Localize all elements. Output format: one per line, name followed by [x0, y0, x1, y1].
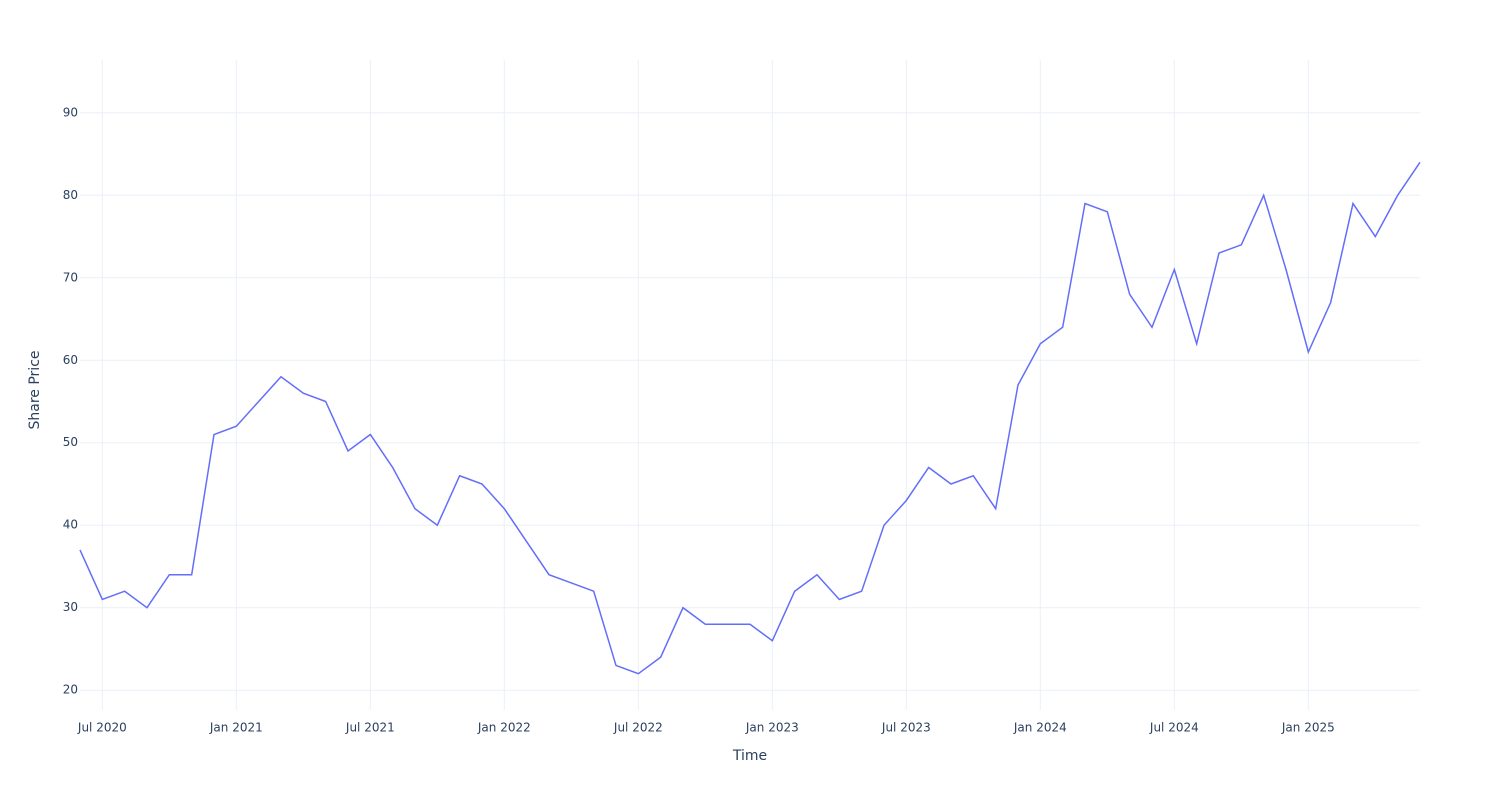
x-axis-title: Time [732, 748, 767, 764]
y-tick-label: 90 [63, 105, 78, 119]
y-tick-label: 40 [63, 518, 78, 532]
x-tick-label: Jan 2024 [1013, 721, 1067, 735]
x-tick-label: Jan 2022 [477, 721, 531, 735]
x-tick-label: Jan 2025 [1281, 721, 1335, 735]
x-tick-label: Jul 2022 [613, 721, 663, 735]
y-tick-label: 20 [63, 683, 78, 697]
x-tick-label: Jul 2024 [1149, 721, 1199, 735]
x-tick-label: Jan 2021 [209, 721, 263, 735]
y-tick-label: 30 [63, 600, 78, 614]
x-tick-label: Jan 2023 [745, 721, 799, 735]
y-tick-label: 70 [63, 270, 78, 284]
y-tick-label: 80 [63, 188, 78, 202]
y-tick-label: 60 [63, 353, 78, 367]
x-tick-label: Jul 2020 [77, 721, 127, 735]
x-tick-label: Jul 2021 [345, 721, 395, 735]
line-series [79, 161, 1421, 675]
y-tick-label: 50 [63, 435, 78, 449]
x-tick-label: Jul 2023 [881, 721, 931, 735]
y-axis-title: Share Price [27, 350, 43, 429]
